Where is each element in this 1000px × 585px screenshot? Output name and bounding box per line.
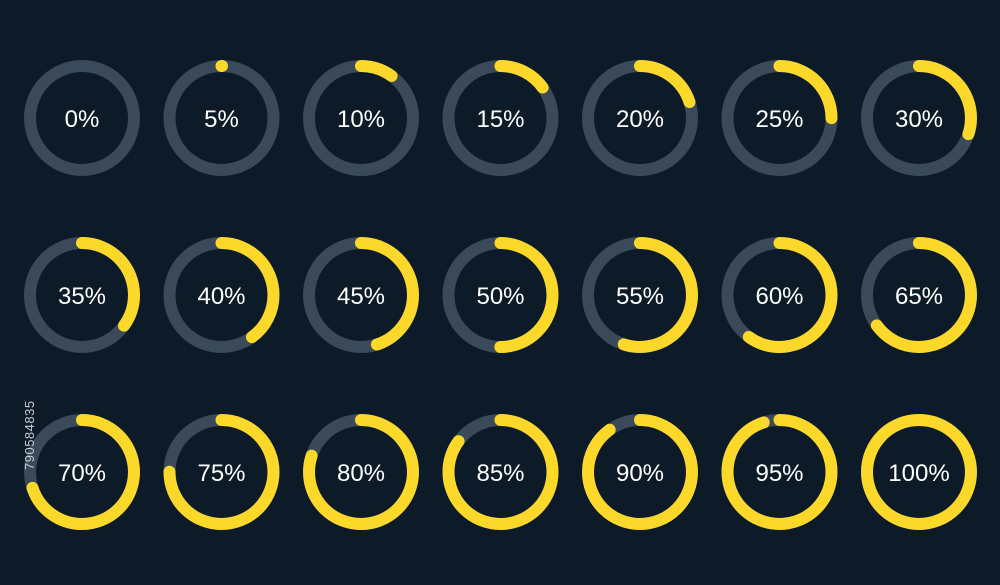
progress-ring-label: 15% (476, 106, 524, 133)
progress-ring: 95% (721, 414, 838, 530)
progress-ring: 50% (442, 237, 559, 353)
progress-ring: 10% (303, 60, 419, 176)
progress-ring-fill (303, 414, 419, 530)
progress-ring-label: 100% (888, 460, 949, 487)
progress-ring: 65% (861, 237, 977, 353)
progress-ring-fill (861, 60, 977, 176)
progress-ring-label: 25% (755, 106, 803, 133)
progress-ring-fill (163, 60, 280, 176)
progress-ring-label: 95% (755, 460, 803, 487)
progress-ring-label: 30% (895, 106, 943, 133)
progress-ring: 45% (303, 237, 419, 353)
progress-ring-label: 5% (204, 106, 239, 133)
progress-ring: 15% (442, 60, 559, 176)
progress-ring-fill (303, 237, 419, 353)
progress-ring: 100% (861, 414, 977, 530)
progress-ring-fill (163, 414, 280, 530)
progress-ring-fill (582, 237, 698, 353)
progress-ring-label: 90% (616, 460, 664, 487)
progress-ring-label: 40% (197, 283, 245, 310)
progress-ring: 80% (303, 414, 419, 530)
progress-ring-label: 55% (616, 283, 664, 310)
progress-ring: 55% (582, 237, 698, 353)
progress-ring-label: 0% (65, 106, 100, 133)
progress-ring-label: 50% (476, 283, 524, 310)
progress-ring-label: 65% (895, 283, 943, 310)
progress-ring-label: 75% (197, 460, 245, 487)
progress-ring: 20% (582, 60, 698, 176)
progress-ring: 60% (721, 237, 838, 353)
progress-ring: 25% (721, 60, 838, 176)
progress-ring-track (24, 60, 140, 176)
progress-ring-fill (582, 60, 698, 176)
progress-ring-fill (442, 60, 559, 176)
stock-id-text: 790584835 (22, 400, 37, 470)
progress-ring: 85% (442, 414, 559, 530)
progress-ring-fill (721, 237, 838, 353)
progress-ring-fill (721, 60, 838, 176)
progress-ring-fill (303, 60, 419, 176)
progress-ring-fill (582, 414, 698, 530)
progress-ring-label: 60% (755, 283, 803, 310)
progress-ring-label: 45% (337, 283, 385, 310)
progress-ring: 0% (24, 60, 140, 176)
progress-ring-fill (442, 237, 559, 353)
progress-ring-label: 20% (616, 106, 664, 133)
progress-ring-label: 80% (337, 460, 385, 487)
progress-ring-fill (442, 414, 559, 530)
progress-ring-fill (861, 237, 977, 353)
progress-ring-fill (163, 237, 280, 353)
progress-ring: 35% (24, 237, 140, 353)
progress-ring-fill (24, 237, 140, 353)
progress-ring: 75% (163, 414, 280, 530)
progress-ring-label: 85% (476, 460, 524, 487)
progress-ring: 30% (861, 60, 977, 176)
gauges-layer: 0% 5% 10% 15% 20% 25% 30% 35% 40% 45% 50% 55% 60% 65%… (24, 60, 977, 530)
progress-ring-label: 10% (337, 106, 385, 133)
progress-ring-fill (24, 414, 140, 530)
progress-ring-label: 35% (58, 283, 106, 310)
progress-ring: 5% (163, 60, 280, 176)
progress-ring: 40% (163, 237, 280, 353)
progress-ring-fill (861, 414, 977, 530)
progress-ring-fill (721, 414, 838, 530)
progress-ring: 90% (582, 414, 698, 530)
progress-ring-label: 70% (58, 460, 106, 487)
progress-ring: 70% (24, 414, 140, 530)
